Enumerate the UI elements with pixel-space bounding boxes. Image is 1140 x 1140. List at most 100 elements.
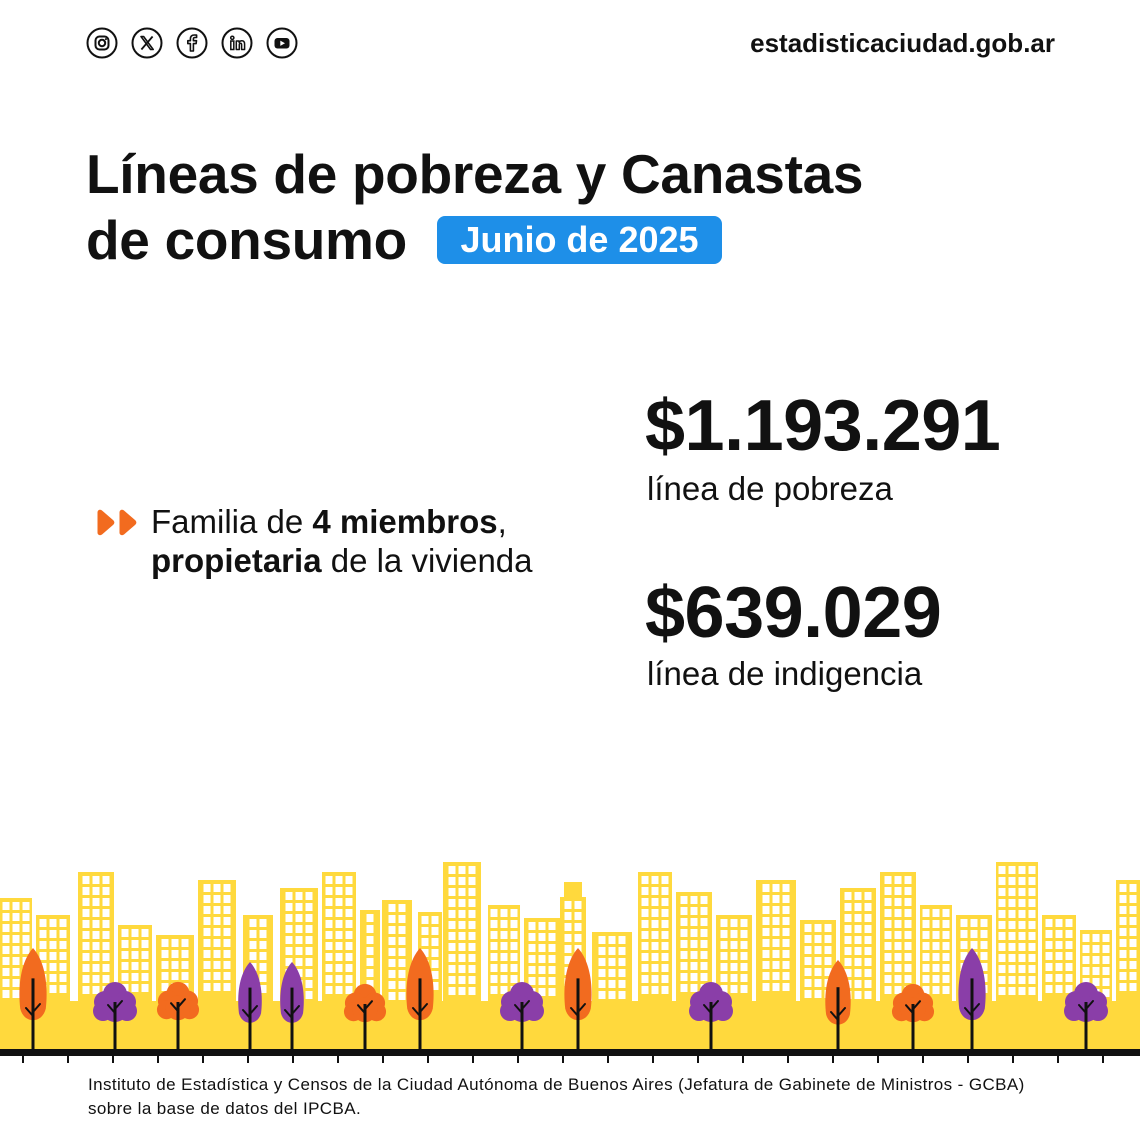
building-window: [998, 888, 1006, 896]
building-window: [1008, 932, 1016, 940]
ground-tick: [157, 1056, 159, 1063]
building-window: [922, 942, 930, 950]
building-window: [510, 909, 518, 917]
building-window: [82, 964, 90, 972]
building-window: [528, 944, 536, 952]
building-window: [730, 985, 738, 993]
building-window: [325, 909, 333, 917]
building-window: [864, 980, 872, 988]
ground-tick: [787, 1056, 789, 1063]
title-line-1: Líneas de pobreza y Canastas: [86, 143, 864, 205]
tree-branch: [242, 1009, 251, 1019]
building-window: [932, 964, 940, 972]
building-window: [680, 918, 688, 926]
building-window: [1045, 985, 1053, 993]
building-window: [844, 969, 852, 977]
building-window: [49, 974, 57, 982]
building-window: [398, 948, 406, 956]
building-window: [804, 946, 812, 954]
building-window: [223, 972, 231, 980]
building-window: [500, 920, 508, 928]
building-window: [2, 957, 10, 965]
building-window: [720, 930, 728, 938]
building-window: [259, 919, 267, 927]
building-window: [700, 929, 708, 937]
building-window: [249, 941, 257, 949]
building-window: [844, 958, 852, 966]
building-window: [388, 948, 396, 956]
building-window: [762, 950, 770, 958]
building-window: [700, 940, 708, 948]
building-window: [651, 876, 659, 884]
building-window: [510, 964, 518, 972]
building-window: [345, 876, 353, 884]
ground-tick: [967, 1056, 969, 1063]
building-window: [651, 986, 659, 994]
building-window: [884, 975, 892, 983]
building-window: [171, 950, 179, 958]
building-window: [1008, 987, 1016, 995]
building-window: [1045, 930, 1053, 938]
building-window: [661, 986, 669, 994]
building-window: [59, 952, 67, 960]
building-window: [458, 987, 466, 995]
building-window: [904, 876, 912, 884]
building-window: [249, 930, 257, 938]
building-window: [1082, 934, 1090, 942]
building-window: [305, 892, 313, 900]
building-window: [458, 910, 466, 918]
building-window: [366, 958, 374, 966]
building-window: [804, 935, 812, 943]
building-window: [618, 969, 626, 977]
building-window: [970, 941, 978, 949]
building-window: [782, 983, 790, 991]
building-window: [932, 953, 940, 961]
building-window: [398, 915, 406, 923]
x-icon: [131, 27, 163, 59]
building-window: [1065, 930, 1073, 938]
building-window: [448, 910, 456, 918]
tree-branch: [284, 1009, 293, 1019]
period-badge: Junio de 2025: [437, 216, 722, 264]
building-window: [285, 958, 293, 966]
building-window: [680, 929, 688, 937]
building-window: [335, 931, 343, 939]
building-window: [325, 898, 333, 906]
building-window: [213, 950, 221, 958]
tree-branch: [905, 1004, 914, 1015]
building-window: [608, 947, 616, 955]
building-window: [102, 953, 110, 961]
building-window: [458, 932, 466, 940]
building-window: [998, 976, 1006, 984]
building-window: [904, 898, 912, 906]
building-window: [213, 972, 221, 980]
tree: [280, 962, 304, 1050]
building-window: [730, 952, 738, 960]
building-window: [720, 941, 728, 949]
building-window: [82, 887, 90, 895]
building-window: [782, 961, 790, 969]
building-window: [998, 899, 1006, 907]
building-window: [564, 901, 572, 909]
building-window: [641, 953, 649, 961]
building-window: [490, 920, 498, 928]
building-window: [772, 961, 780, 969]
building-window: [325, 964, 333, 972]
building-window: [388, 992, 396, 1000]
building-window: [772, 895, 780, 903]
building-window: [762, 917, 770, 925]
building-window: [388, 904, 396, 912]
tree-branch: [570, 1007, 579, 1017]
ground-tick: [202, 1056, 204, 1063]
building-window: [388, 937, 396, 945]
building-window: [1102, 989, 1110, 997]
building-window: [141, 940, 149, 948]
building-window: [458, 954, 466, 962]
tree-branch: [357, 1004, 366, 1015]
building-window: [366, 936, 374, 944]
building-window: [608, 980, 616, 988]
building-window: [335, 975, 343, 983]
building-window: [980, 952, 988, 960]
trees: [19, 948, 1108, 1050]
building-window: [335, 876, 343, 884]
